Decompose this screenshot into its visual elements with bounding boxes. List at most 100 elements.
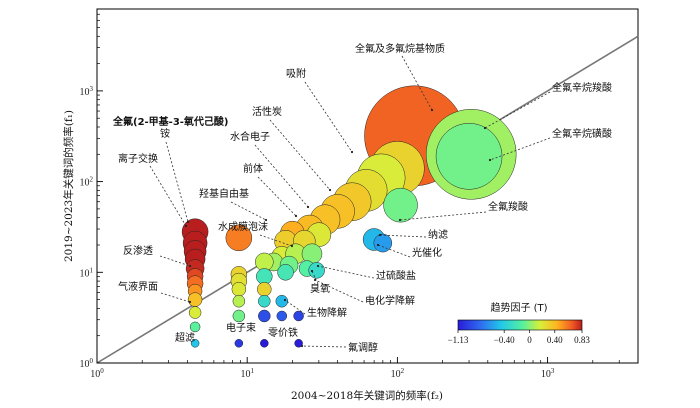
bubble-label: 反渗透 <box>123 244 153 257</box>
leader-endpoint <box>378 233 382 237</box>
bubble-label: 过硫酸盐 <box>376 269 416 282</box>
x-tick-label: 100 <box>90 367 104 380</box>
leader-endpoint <box>294 214 298 218</box>
bubble <box>190 339 200 348</box>
leader-endpoint <box>186 220 190 224</box>
leader-line <box>284 299 306 315</box>
bubble-label: 光催化 <box>412 246 442 259</box>
colorbar-tick-label: −1.13 <box>448 335 469 345</box>
bubble <box>276 310 288 322</box>
bubble <box>275 294 289 308</box>
leader-line <box>314 279 364 303</box>
bubble-label: 电子束 <box>226 321 256 334</box>
leader-line <box>484 91 551 129</box>
axis-ticks: 100 101 102 103 100 101 102 103 <box>80 8 639 380</box>
leader-endpoint <box>328 188 332 192</box>
leader-line <box>149 165 187 227</box>
bubble <box>188 306 202 319</box>
colorbar-tick-label: 0.83 <box>574 335 590 345</box>
leader-line <box>301 345 347 348</box>
bubble-label: 全氟羧酸 <box>488 200 528 213</box>
bubble <box>293 310 304 322</box>
leader-endpoint <box>483 126 487 130</box>
leader-line <box>259 234 293 247</box>
leader-line <box>230 201 267 221</box>
leader-line <box>165 141 189 223</box>
bubble-label: 电化学降解 <box>365 294 415 307</box>
leader-endpoint <box>188 300 192 304</box>
leader-line <box>160 292 191 303</box>
leader-endpoint <box>430 108 434 112</box>
bubble <box>294 339 303 348</box>
label-leader-lines <box>149 55 551 348</box>
bubble-label: 气液界面 <box>118 280 158 293</box>
leader-endpoint <box>350 150 354 154</box>
leader-line <box>269 119 331 191</box>
bubble <box>257 282 272 297</box>
leader-line <box>254 144 309 208</box>
bubble-label: 离子交换 <box>118 152 158 165</box>
bubble-label: 全氟辛烷羧酸 <box>552 81 612 94</box>
bubble-label: 零价铁 <box>268 326 298 339</box>
bubble-label: 生物降解 <box>307 306 347 319</box>
x-tick-label: 103 <box>541 367 555 380</box>
bubble <box>373 233 393 253</box>
bubble-label: 水成膜泡沫 <box>218 220 268 233</box>
bubble <box>232 294 246 308</box>
bubble-label: 全氟及多氟烷基物质 <box>355 42 445 55</box>
leader-endpoint <box>310 269 314 273</box>
bubble-label: 铵 <box>160 127 170 140</box>
bubble <box>258 309 271 323</box>
bubble-label: 吸附 <box>286 67 306 80</box>
leader-endpoint <box>306 205 310 209</box>
leader-endpoint <box>488 158 492 162</box>
leader-endpoint <box>316 264 320 268</box>
bubble-label: 活性炭 <box>252 105 282 118</box>
bubble-label: 超滤 <box>175 331 195 344</box>
leader-endpoint <box>376 243 380 247</box>
bubble <box>277 264 294 281</box>
y-tick-label: 103 <box>80 85 94 98</box>
leader-line <box>159 255 191 267</box>
leader-endpoint <box>290 244 294 248</box>
bubble <box>383 187 418 223</box>
bubble-label: 全氟(2-甲基-3-氧代己酸) <box>112 115 229 128</box>
colorbar-tick-label: 0.40 <box>547 335 563 345</box>
leader-line <box>304 81 353 153</box>
y-tick-label: 100 <box>80 357 94 370</box>
bubble <box>232 309 246 323</box>
bubble <box>258 294 271 308</box>
leader-endpoint <box>313 278 317 282</box>
colorbar: 趋势因子 (T) −1.13 −0.40 0 0.40 0.83 <box>448 301 591 345</box>
bubble-label: 水合电子 <box>230 130 270 143</box>
leader-line <box>317 265 375 279</box>
x-tick-label: 102 <box>391 367 405 380</box>
colorbar-gradient <box>457 319 583 331</box>
y-axis-label: 2019~2023年关键词的频率(f₁) <box>62 110 75 262</box>
leader-endpoint <box>184 224 188 228</box>
bubble-label: 氟调醇 <box>348 341 378 354</box>
bubble-label: 全氟辛烷磺酸 <box>552 127 612 140</box>
x-axis-label: 2004~2018年关键词的频率(f₂) <box>291 389 443 402</box>
colorbar-tick-label: −0.40 <box>494 335 515 345</box>
bubble-label: 羟基自由基 <box>199 187 249 200</box>
bubble <box>435 123 503 190</box>
bubble <box>225 224 253 252</box>
bubbles <box>181 85 517 348</box>
bubble-label: 纳滤 <box>428 228 448 241</box>
leader-line <box>489 137 551 161</box>
bubble <box>231 282 247 297</box>
colorbar-tick-label: 0 <box>527 335 532 345</box>
colorbar-title: 趋势因子 (T) <box>490 301 547 314</box>
leader-endpoint <box>398 218 402 222</box>
leader-endpoint <box>188 264 192 268</box>
leader-endpoint <box>283 298 287 302</box>
bubble-label: 臭氧 <box>310 282 330 295</box>
y-tick-label: 102 <box>80 176 94 189</box>
bubble-label: 前体 <box>243 162 263 175</box>
leader-endpoint <box>264 218 268 222</box>
x-tick-label: 101 <box>240 367 254 380</box>
colorbar-ticks: −1.13 −0.40 0 0.40 0.83 <box>448 330 590 345</box>
